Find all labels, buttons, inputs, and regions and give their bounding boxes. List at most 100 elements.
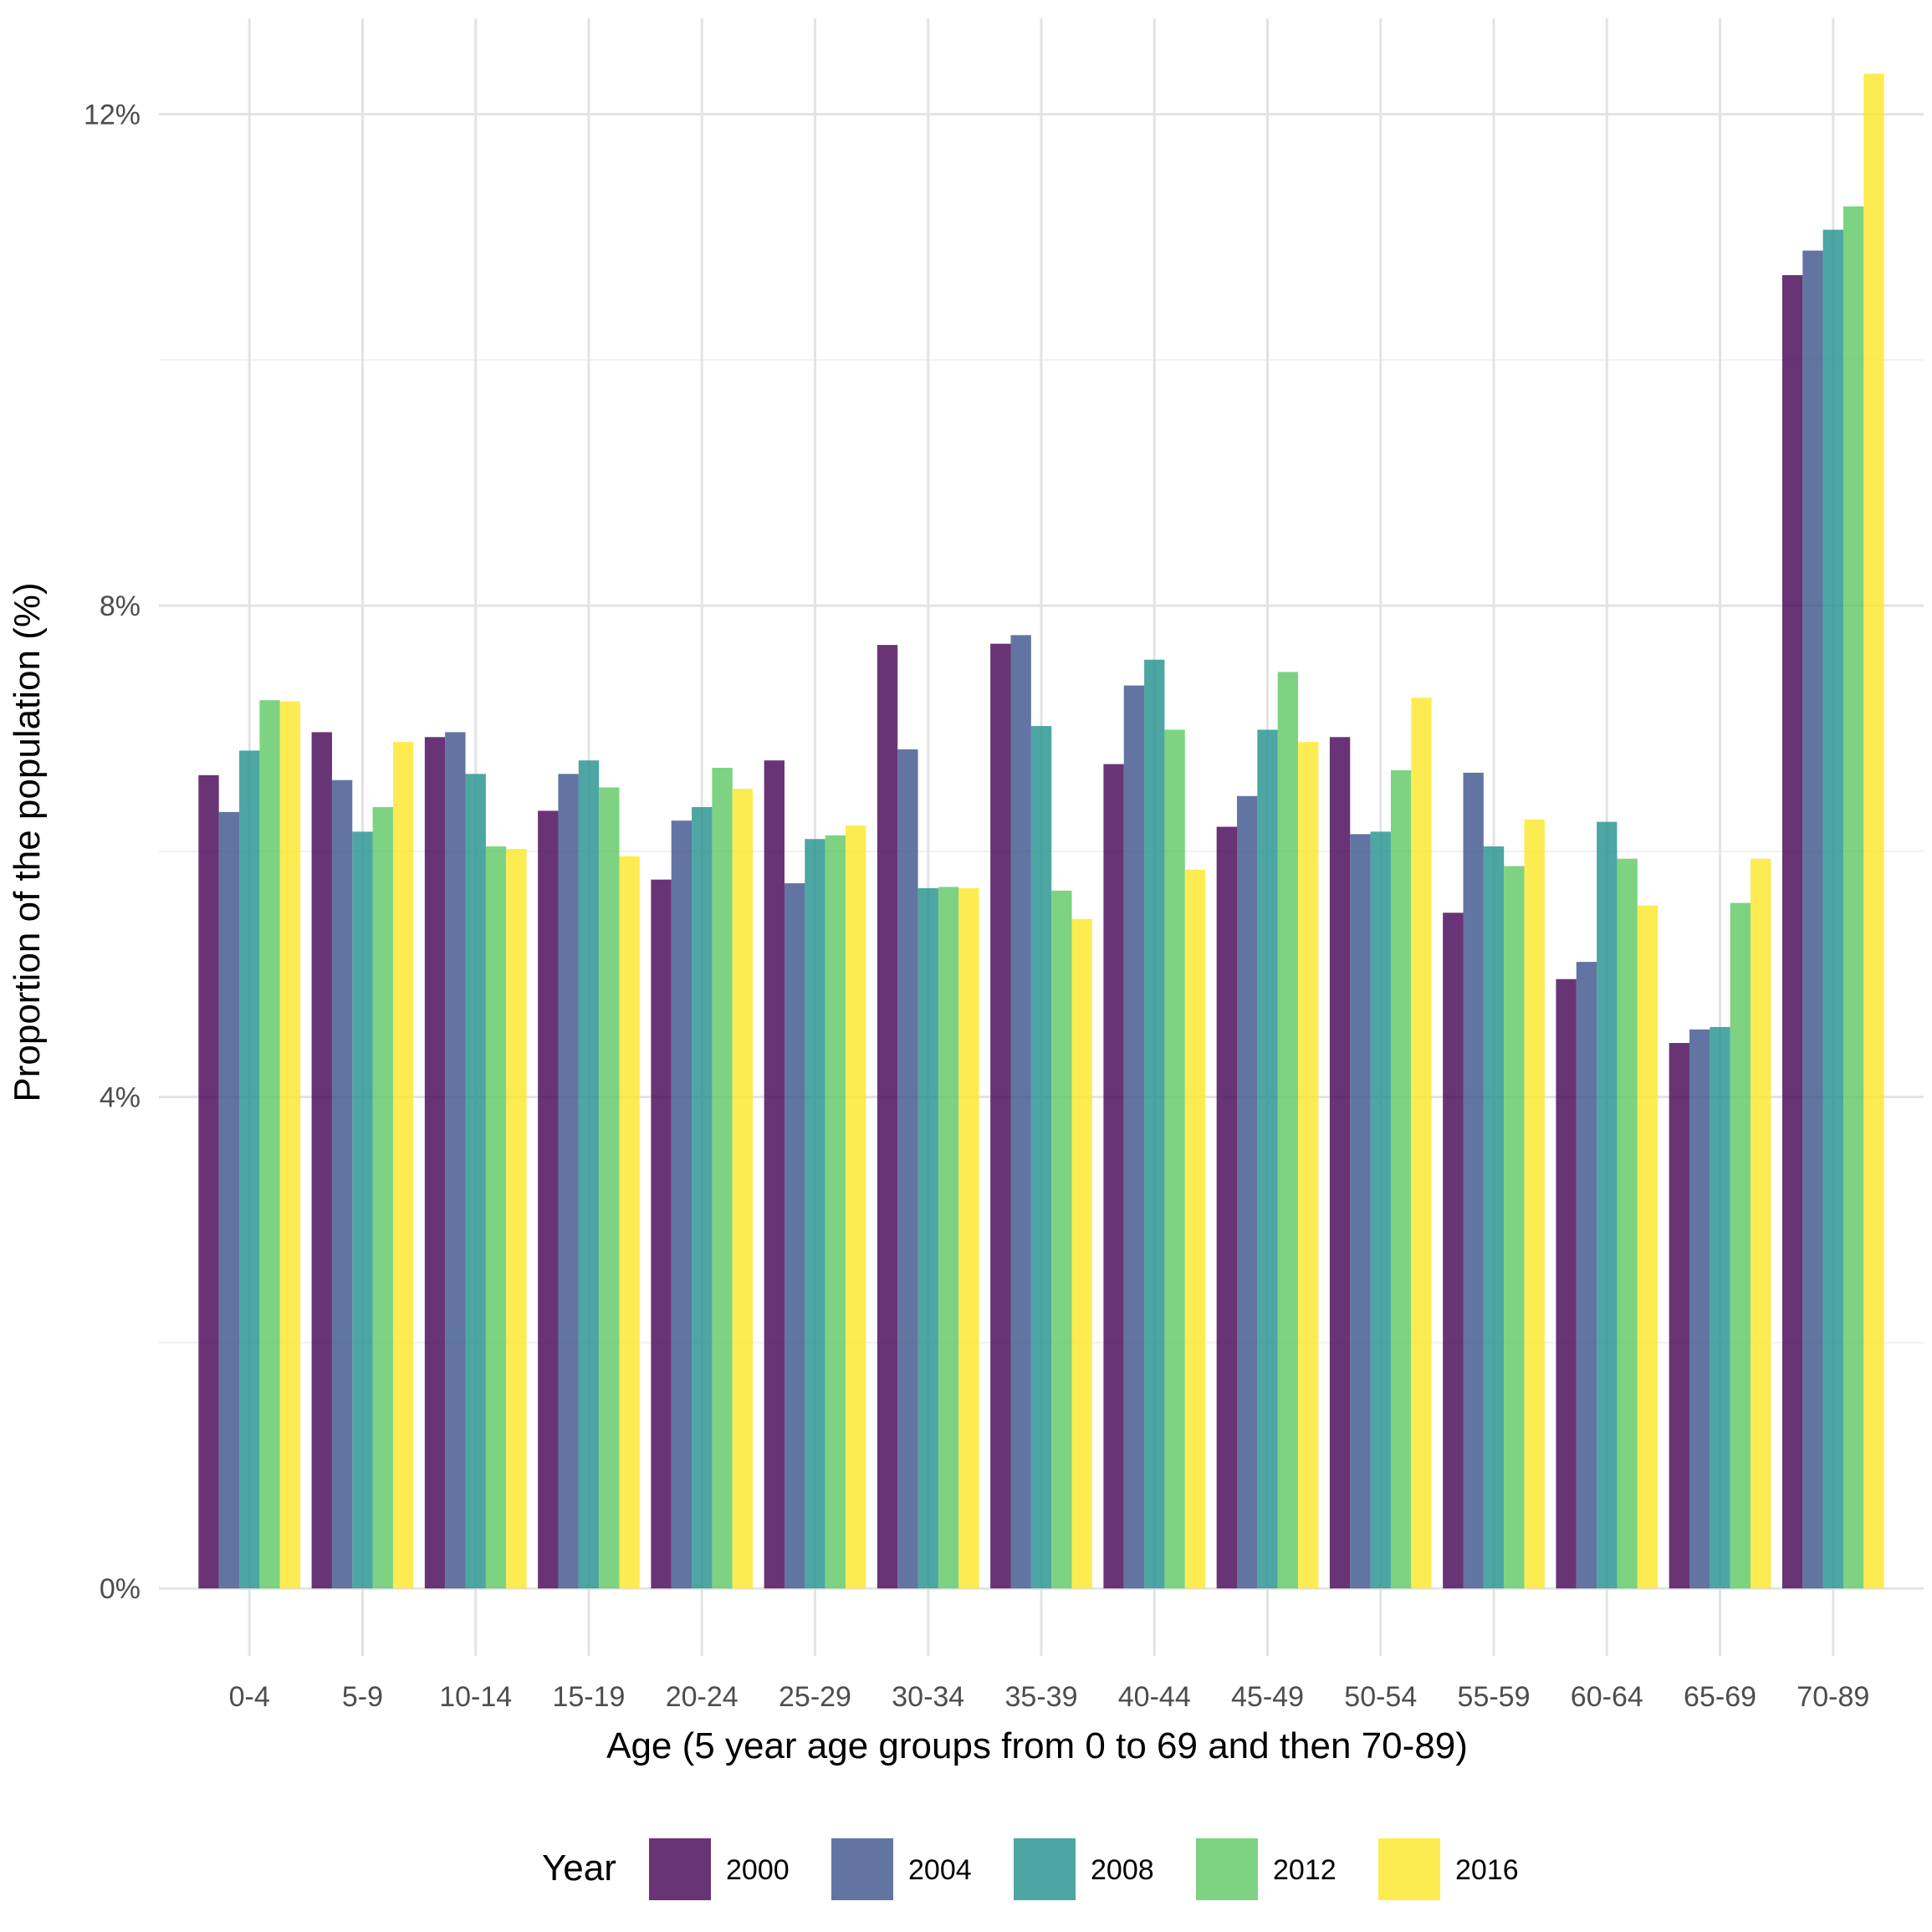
bar-2012-55-59 bbox=[1504, 866, 1525, 1589]
bar-2008-25-29 bbox=[805, 839, 825, 1589]
x-tick-label: 25-29 bbox=[779, 1681, 851, 1713]
bar-2008-70-89 bbox=[1822, 229, 1843, 1589]
y-tick-label: 8% bbox=[100, 590, 141, 622]
bar-2012-5-9 bbox=[372, 807, 393, 1589]
bar-2012-30-34 bbox=[938, 887, 959, 1589]
bar-2000-15-19 bbox=[538, 810, 559, 1589]
bar-2004-0-4 bbox=[218, 811, 240, 1589]
bar-2000-5-9 bbox=[311, 732, 332, 1589]
bar-2016-10-14 bbox=[506, 848, 527, 1589]
legend-key-2000 bbox=[649, 1838, 711, 1900]
bar-2008-55-59 bbox=[1483, 846, 1505, 1589]
legend-items: 2000 2004 2008 2012 2016 bbox=[649, 1838, 1519, 1900]
bar-2016-5-9 bbox=[392, 742, 414, 1589]
bars bbox=[198, 74, 1884, 1589]
x-tick-label: 50-54 bbox=[1344, 1681, 1417, 1713]
legend: Year 2000 2004 2008 2012 2016 bbox=[542, 1838, 1519, 1900]
bar-2012-20-24 bbox=[712, 768, 733, 1589]
bar-2016-15-19 bbox=[619, 856, 640, 1589]
bar-2008-40-44 bbox=[1144, 659, 1165, 1589]
bar-2000-40-44 bbox=[1103, 764, 1124, 1589]
bar-2004-35-39 bbox=[1010, 635, 1031, 1589]
x-axis-ticks: 0-4 5-9 10-14 15-19 20-24 25-29 30-34 35-39 40-4… bbox=[229, 1681, 1870, 1713]
bar-2000-70-89 bbox=[1781, 274, 1803, 1589]
bar-2016-0-4 bbox=[279, 701, 301, 1589]
legend-key-2012 bbox=[1196, 1838, 1258, 1900]
x-tick-label: 5-9 bbox=[342, 1681, 383, 1713]
bar-2008-35-39 bbox=[1030, 726, 1052, 1589]
x-tick-label: 55-59 bbox=[1458, 1681, 1531, 1713]
bar-2004-5-9 bbox=[331, 779, 353, 1589]
bar-2012-10-14 bbox=[485, 846, 507, 1589]
bar-2004-60-64 bbox=[1576, 962, 1597, 1589]
bar-2016-40-44 bbox=[1184, 869, 1206, 1589]
bar-2016-20-24 bbox=[732, 788, 754, 1589]
bar-2004-10-14 bbox=[445, 732, 466, 1589]
bar-2000-20-24 bbox=[651, 879, 672, 1589]
legend-key-2008 bbox=[1014, 1838, 1076, 1900]
bar-2004-15-19 bbox=[558, 774, 579, 1589]
bar-2004-25-29 bbox=[784, 883, 805, 1589]
bar-2008-20-24 bbox=[692, 807, 713, 1589]
bar-2008-60-64 bbox=[1597, 821, 1618, 1589]
bar-2016-50-54 bbox=[1411, 698, 1432, 1589]
bar-2000-55-59 bbox=[1443, 912, 1464, 1589]
bar-2004-50-54 bbox=[1350, 834, 1371, 1589]
bar-2008-65-69 bbox=[1710, 1026, 1730, 1589]
bar-2012-40-44 bbox=[1164, 729, 1185, 1589]
bar-2000-10-14 bbox=[424, 737, 446, 1589]
bar-2000-35-39 bbox=[990, 643, 1011, 1589]
bar-2016-65-69 bbox=[1751, 858, 1771, 1589]
bar-2000-25-29 bbox=[764, 760, 785, 1589]
y-axis-ticks: 0% 4% 8% 12% bbox=[84, 100, 141, 1606]
x-axis-title: Age (5 year age groups from 0 to 69 and … bbox=[606, 1725, 1468, 1766]
bar-2004-40-44 bbox=[1123, 685, 1145, 1589]
bar-2000-45-49 bbox=[1216, 826, 1237, 1589]
legend-label-2012: 2012 bbox=[1273, 1854, 1337, 1886]
bar-2008-10-14 bbox=[465, 774, 486, 1589]
x-tick-label: 10-14 bbox=[439, 1681, 512, 1713]
bar-2012-65-69 bbox=[1730, 902, 1751, 1589]
bar-2008-15-19 bbox=[578, 760, 600, 1589]
bar-2008-30-34 bbox=[917, 887, 938, 1589]
x-tick-label: 20-24 bbox=[666, 1681, 739, 1713]
bar-2016-30-34 bbox=[958, 887, 979, 1589]
x-tick-label: 35-39 bbox=[1005, 1681, 1078, 1713]
x-tick-label: 70-89 bbox=[1797, 1681, 1869, 1713]
bar-2004-55-59 bbox=[1463, 772, 1484, 1589]
bar-2012-15-19 bbox=[599, 787, 620, 1589]
legend-key-2004 bbox=[831, 1838, 893, 1900]
bar-2008-45-49 bbox=[1257, 729, 1278, 1589]
x-tick-label: 65-69 bbox=[1684, 1681, 1756, 1713]
x-tick-label: 15-19 bbox=[552, 1681, 625, 1713]
bar-2004-70-89 bbox=[1802, 250, 1823, 1589]
bar-2008-50-54 bbox=[1370, 831, 1391, 1589]
x-tick-label: 0-4 bbox=[229, 1681, 270, 1713]
bar-2004-30-34 bbox=[897, 749, 918, 1589]
bar-2008-0-4 bbox=[239, 750, 260, 1589]
bar-2012-0-4 bbox=[259, 700, 280, 1589]
bar-2012-45-49 bbox=[1277, 672, 1299, 1589]
bar-2016-35-39 bbox=[1071, 918, 1092, 1589]
bar-2004-20-24 bbox=[671, 820, 693, 1589]
legend-label-2004: 2004 bbox=[908, 1854, 972, 1886]
bar-2016-25-29 bbox=[846, 825, 866, 1589]
legend-label-2008: 2008 bbox=[1091, 1854, 1154, 1886]
y-tick-label: 4% bbox=[100, 1082, 141, 1114]
bar-2008-5-9 bbox=[352, 831, 373, 1589]
bar-2016-55-59 bbox=[1524, 819, 1545, 1589]
bar-2012-60-64 bbox=[1617, 858, 1638, 1589]
bar-2000-65-69 bbox=[1669, 1043, 1690, 1589]
bar-2012-70-89 bbox=[1843, 206, 1864, 1589]
x-tick-label: 40-44 bbox=[1118, 1681, 1191, 1713]
bar-2012-50-54 bbox=[1390, 769, 1412, 1589]
x-tick-label: 45-49 bbox=[1231, 1681, 1304, 1713]
x-tick-label: 60-64 bbox=[1571, 1681, 1643, 1713]
x-tick-label: 30-34 bbox=[892, 1681, 964, 1713]
legend-key-2016 bbox=[1378, 1838, 1440, 1900]
legend-label-2000: 2000 bbox=[726, 1854, 790, 1886]
bar-2016-45-49 bbox=[1298, 742, 1319, 1589]
legend-title: Year bbox=[542, 1848, 616, 1889]
bar-2012-35-39 bbox=[1051, 890, 1072, 1589]
